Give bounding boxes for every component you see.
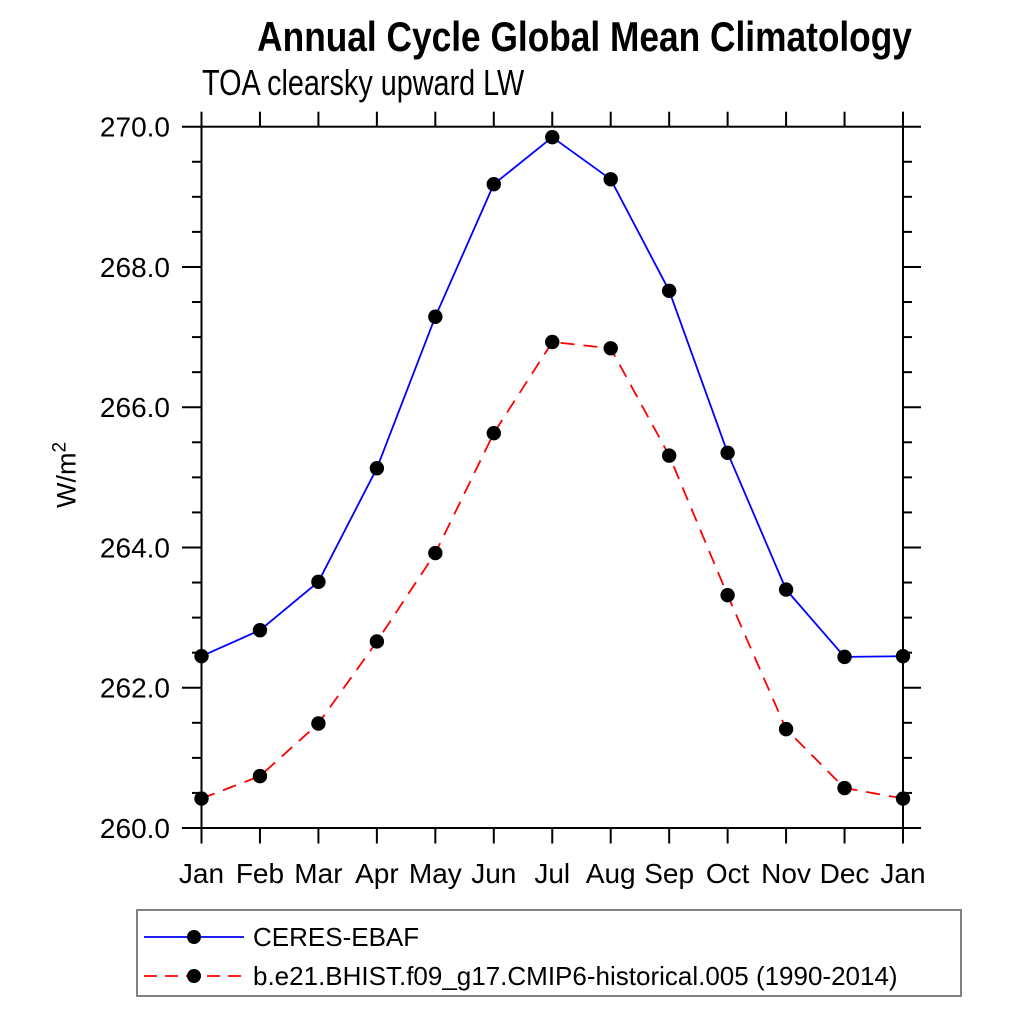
legend-sample-marker — [187, 969, 201, 983]
data-point-marker — [252, 623, 268, 638]
data-point-marker — [837, 780, 852, 796]
data-point-marker — [603, 341, 618, 356]
data-point-marker — [778, 721, 794, 737]
legend-sample-marker — [187, 930, 201, 944]
data-point-marker — [603, 172, 618, 187]
x-tick-label: May — [409, 858, 462, 889]
plot-box — [200, 125, 904, 829]
data-point-marker — [545, 130, 560, 145]
y-tick-label: 268.0 — [100, 252, 170, 283]
y-tick-label: 260.0 — [100, 813, 170, 844]
data-point-marker — [661, 283, 677, 299]
data-point-marker — [311, 574, 326, 590]
data-point-marker — [895, 648, 911, 664]
x-tick-label: Jun — [471, 858, 516, 889]
data-point-marker — [428, 309, 443, 324]
data-point-marker — [428, 545, 443, 561]
data-point-marker — [369, 461, 385, 476]
x-tick-label: Dec — [820, 858, 870, 889]
x-tick-label: Apr — [355, 858, 399, 889]
legend-line-sample-solid — [144, 930, 244, 944]
x-tick-label: Aug — [586, 858, 636, 889]
legend-box: CERES-EBAF b.e21.BHIST.f09_g17.CMIP6-his… — [136, 909, 962, 997]
data-point-marker — [486, 177, 501, 192]
x-tick-label: Sep — [644, 858, 694, 889]
y-tick-label: 266.0 — [100, 392, 170, 423]
data-point-marker — [778, 582, 794, 597]
data-point-marker — [194, 791, 209, 806]
data-point-marker — [895, 791, 911, 806]
data-point-marker — [486, 425, 501, 441]
x-tick-label: Jan — [179, 858, 224, 889]
series-line-1 — [201, 341, 904, 800]
legend-item-model: b.e21.BHIST.f09_g17.CMIP6-historical.005… — [144, 958, 898, 994]
data-point-marker — [311, 716, 326, 731]
x-tick-label: Mar — [294, 858, 342, 889]
chart-subtitle: TOA clearsky upward LW — [202, 62, 525, 103]
data-point-marker — [252, 768, 268, 784]
x-tick-label: Jan — [880, 858, 925, 889]
data-point-marker — [720, 587, 735, 603]
data-point-marker — [369, 634, 385, 649]
data-point-marker — [720, 445, 735, 461]
legend-line-sample-dashed — [144, 969, 244, 983]
x-axis-ticks: Jan Feb Mar Apr May Jun Jul Aug Sep Oct Nov Dec Jan — [179, 111, 926, 889]
y-axis-ticks: 260.0 262.0 264.0 266.0 268.0 270.0 — [100, 112, 921, 844]
legend-label-model: b.e21.BHIST.f09_g17.CMIP6-historical.005… — [253, 960, 898, 991]
data-point-marker — [194, 648, 209, 664]
data-point-marker — [837, 649, 852, 665]
x-tick-label: Nov — [761, 858, 811, 889]
y-tick-label: 270.0 — [100, 112, 170, 143]
data-point-marker — [545, 334, 560, 350]
series-0 — [194, 130, 911, 665]
legend-item-ceres-ebaf: CERES-EBAF — [144, 919, 419, 955]
y-tick-label: 264.0 — [100, 532, 170, 563]
series-line-0 — [201, 136, 904, 658]
chart-title: Annual Cycle Global Mean Climatology — [257, 13, 912, 60]
y-tick-label: 262.0 — [100, 673, 170, 704]
x-tick-label: Oct — [706, 858, 750, 889]
data-point-marker — [661, 448, 677, 463]
legend-label-ceres-ebaf: CERES-EBAF — [253, 921, 420, 952]
x-tick-label: Jul — [534, 858, 570, 889]
series-1 — [194, 334, 911, 806]
x-tick-label: Feb — [236, 858, 284, 889]
